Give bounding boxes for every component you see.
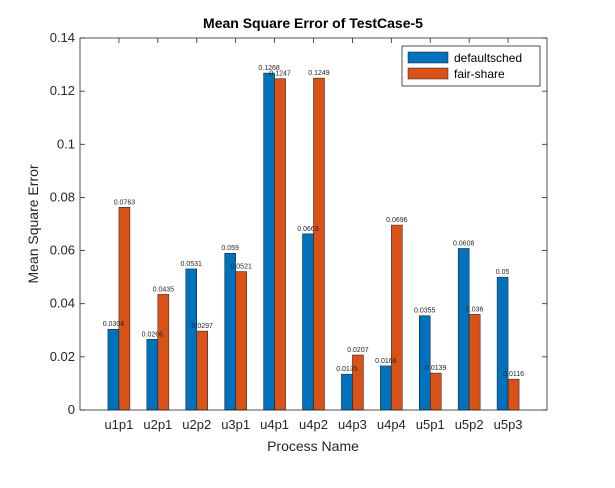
legend-label-fair-share: fair-share <box>454 67 505 81</box>
y-axis-label: Mean Square Error <box>25 164 41 283</box>
data-label-fair-share-u4p3: 0.0207 <box>347 347 369 354</box>
y-tick-label: 0.08 <box>50 189 75 204</box>
x-tick-label-u5p2: u5p2 <box>455 417 484 432</box>
x-tick-label-u5p3: u5p3 <box>494 417 523 432</box>
bar-fair-share-u4p4 <box>391 224 403 411</box>
y-tick-label: 0.04 <box>50 296 75 311</box>
data-label-defaultsched-u2p2: 0.0531 <box>181 261 203 268</box>
bar-fair-share-u2p2 <box>196 330 208 411</box>
bar-defaultsched-u3p1 <box>224 252 236 411</box>
bar-fair-share-u3p1 <box>235 271 247 411</box>
data-label-fair-share-u3p1: 0.0521 <box>230 264 252 271</box>
y-tick-label: 0.14 <box>50 30 75 45</box>
y-tick-label: 0.06 <box>50 243 75 258</box>
bar-defaultsched-u1p1 <box>107 328 120 411</box>
x-tick-label-u4p4: u4p4 <box>377 417 406 432</box>
data-label-fair-share-u5p3: 0.0116 <box>503 371 524 378</box>
bar-defaultsched-u2p1 <box>146 339 159 411</box>
data-label-defaultsched-u4p1: 0.1268 <box>258 65 280 72</box>
x-tick-label-u2p2: u2p2 <box>182 417 211 432</box>
data-label-fair-share-u5p1: 0.0139 <box>425 365 447 372</box>
x-tick-label-u3p1: u3p1 <box>221 417 250 432</box>
bar-defaultsched-u4p4 <box>380 365 392 411</box>
bar-defaultsched-u4p2 <box>302 233 314 411</box>
data-label-defaultsched-u5p2: 0.0608 <box>453 240 475 247</box>
x-tick-label-u1p1: u1p1 <box>104 417 133 432</box>
data-label-fair-share-u2p1: 0.0435 <box>153 286 175 293</box>
x-axis-label: Process Name <box>267 438 359 454</box>
x-tick-label-u4p2: u4p2 <box>299 417 328 432</box>
data-label-defaultsched-u3p1: 0.059 <box>221 245 239 252</box>
data-label-fair-share-u4p4: 0.0696 <box>386 217 408 224</box>
data-label-defaultsched-u5p1: 0.0355 <box>414 308 436 315</box>
legend: defaultsched fair-share <box>401 45 541 87</box>
bar-defaultsched-u5p3 <box>496 276 509 411</box>
y-tick-label: 0 <box>68 402 75 417</box>
axes-group: 0 0.02 0.04 0.06 0.08 0.1 0.12 0.14 u1p1 u2p1 u2p2… <box>50 30 548 432</box>
data-label-fair-share-u4p1: 0.1247 <box>269 71 291 78</box>
bar-defaultsched-u5p1 <box>419 315 431 411</box>
data-label-defaultsched-u4p3: 0.0135 <box>336 366 358 373</box>
data-label-defaultsched-u5p3: 0.05 <box>496 269 510 276</box>
bar-defaultsched-u4p3 <box>341 373 353 411</box>
bar-fair-share-u5p3 <box>507 378 520 411</box>
bar-fair-share-u1p1 <box>118 207 131 411</box>
data-label-defaultsched-u4p2: 0.0663 <box>297 226 319 233</box>
bar-defaultsched-u5p2 <box>457 248 470 411</box>
x-tick-label-u4p3: u4p3 <box>338 417 367 432</box>
bars-group <box>107 72 520 411</box>
y-tick-label: 0.02 <box>50 349 75 364</box>
chart-title: Mean Square Error of TestCase-5 <box>203 15 423 31</box>
bar-fair-share-u2p1 <box>157 294 170 411</box>
data-label-fair-share-u4p2: 0.1249 <box>308 70 330 77</box>
data-label-defaultsched-u4p4: 0.0166 <box>375 358 397 365</box>
bar-defaultsched-u4p1 <box>263 72 275 411</box>
data-label-fair-share-u2p2: 0.0297 <box>192 323 214 330</box>
data-label-defaultsched-u1p1: 0.0304 <box>103 321 125 328</box>
legend-swatch-defaultsched <box>407 51 449 64</box>
x-tick-label-u4p1: u4p1 <box>260 417 289 432</box>
bar-fair-share-u5p2 <box>468 314 481 411</box>
bar-fair-share-u4p1 <box>274 78 286 411</box>
bar-fair-share-u4p3 <box>352 354 364 411</box>
y-tick-label: 0.1 <box>57 136 75 151</box>
data-label-fair-share-u1p1: 0.0763 <box>114 199 136 206</box>
bar-fair-share-u5p1 <box>430 372 442 411</box>
x-tick-label-u5p1: u5p1 <box>416 417 445 432</box>
legend-swatch-fair-share <box>407 67 449 80</box>
data-labels-group: 0.0304 0.0266 0.0531 0.059 0.1268 0.0663 0.013… <box>103 65 524 378</box>
bar-defaultsched-u2p2 <box>185 268 197 411</box>
data-label-defaultsched-u2p1: 0.0266 <box>142 331 164 338</box>
data-label-fair-share-u5p2: 0.036 <box>466 306 484 313</box>
legend-label-defaultsched: defaultsched <box>454 51 522 65</box>
bar-fair-share-u4p2 <box>313 77 325 411</box>
x-tick-label-u2p1: u2p1 <box>143 417 172 432</box>
y-tick-label: 0.12 <box>50 83 75 98</box>
